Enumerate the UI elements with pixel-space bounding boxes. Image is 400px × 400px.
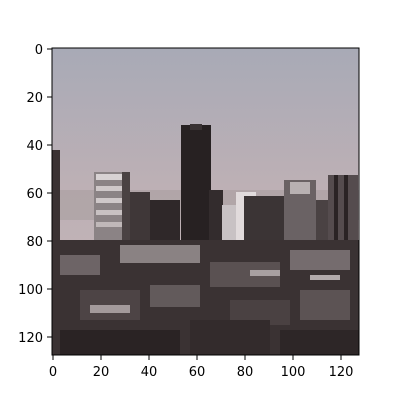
y-tick-label: 100 xyxy=(18,283,43,298)
axes-frame xyxy=(51,47,360,356)
y-tick-label: 120 xyxy=(18,331,43,346)
x-tick-label: 100 xyxy=(281,365,306,380)
x-tick-label: 40 xyxy=(141,365,158,380)
y-tick-label: 80 xyxy=(26,235,43,250)
x-tick-label: 120 xyxy=(329,365,354,380)
x-tick-label: 60 xyxy=(189,365,206,380)
y-tick-label: 60 xyxy=(26,187,43,202)
y-tick-label: 0 xyxy=(35,43,43,58)
x-tick-label: 0 xyxy=(49,365,57,380)
y-axis: 0 20 40 60 80 100 120 xyxy=(18,43,52,346)
x-axis: 0 20 40 60 80 100 120 xyxy=(49,355,354,380)
x-tick-label: 80 xyxy=(237,365,254,380)
y-tick-label: 20 xyxy=(26,91,43,106)
y-tick-label: 40 xyxy=(26,139,43,154)
x-tick-label: 20 xyxy=(93,365,110,380)
city-skyline-image xyxy=(52,48,359,355)
